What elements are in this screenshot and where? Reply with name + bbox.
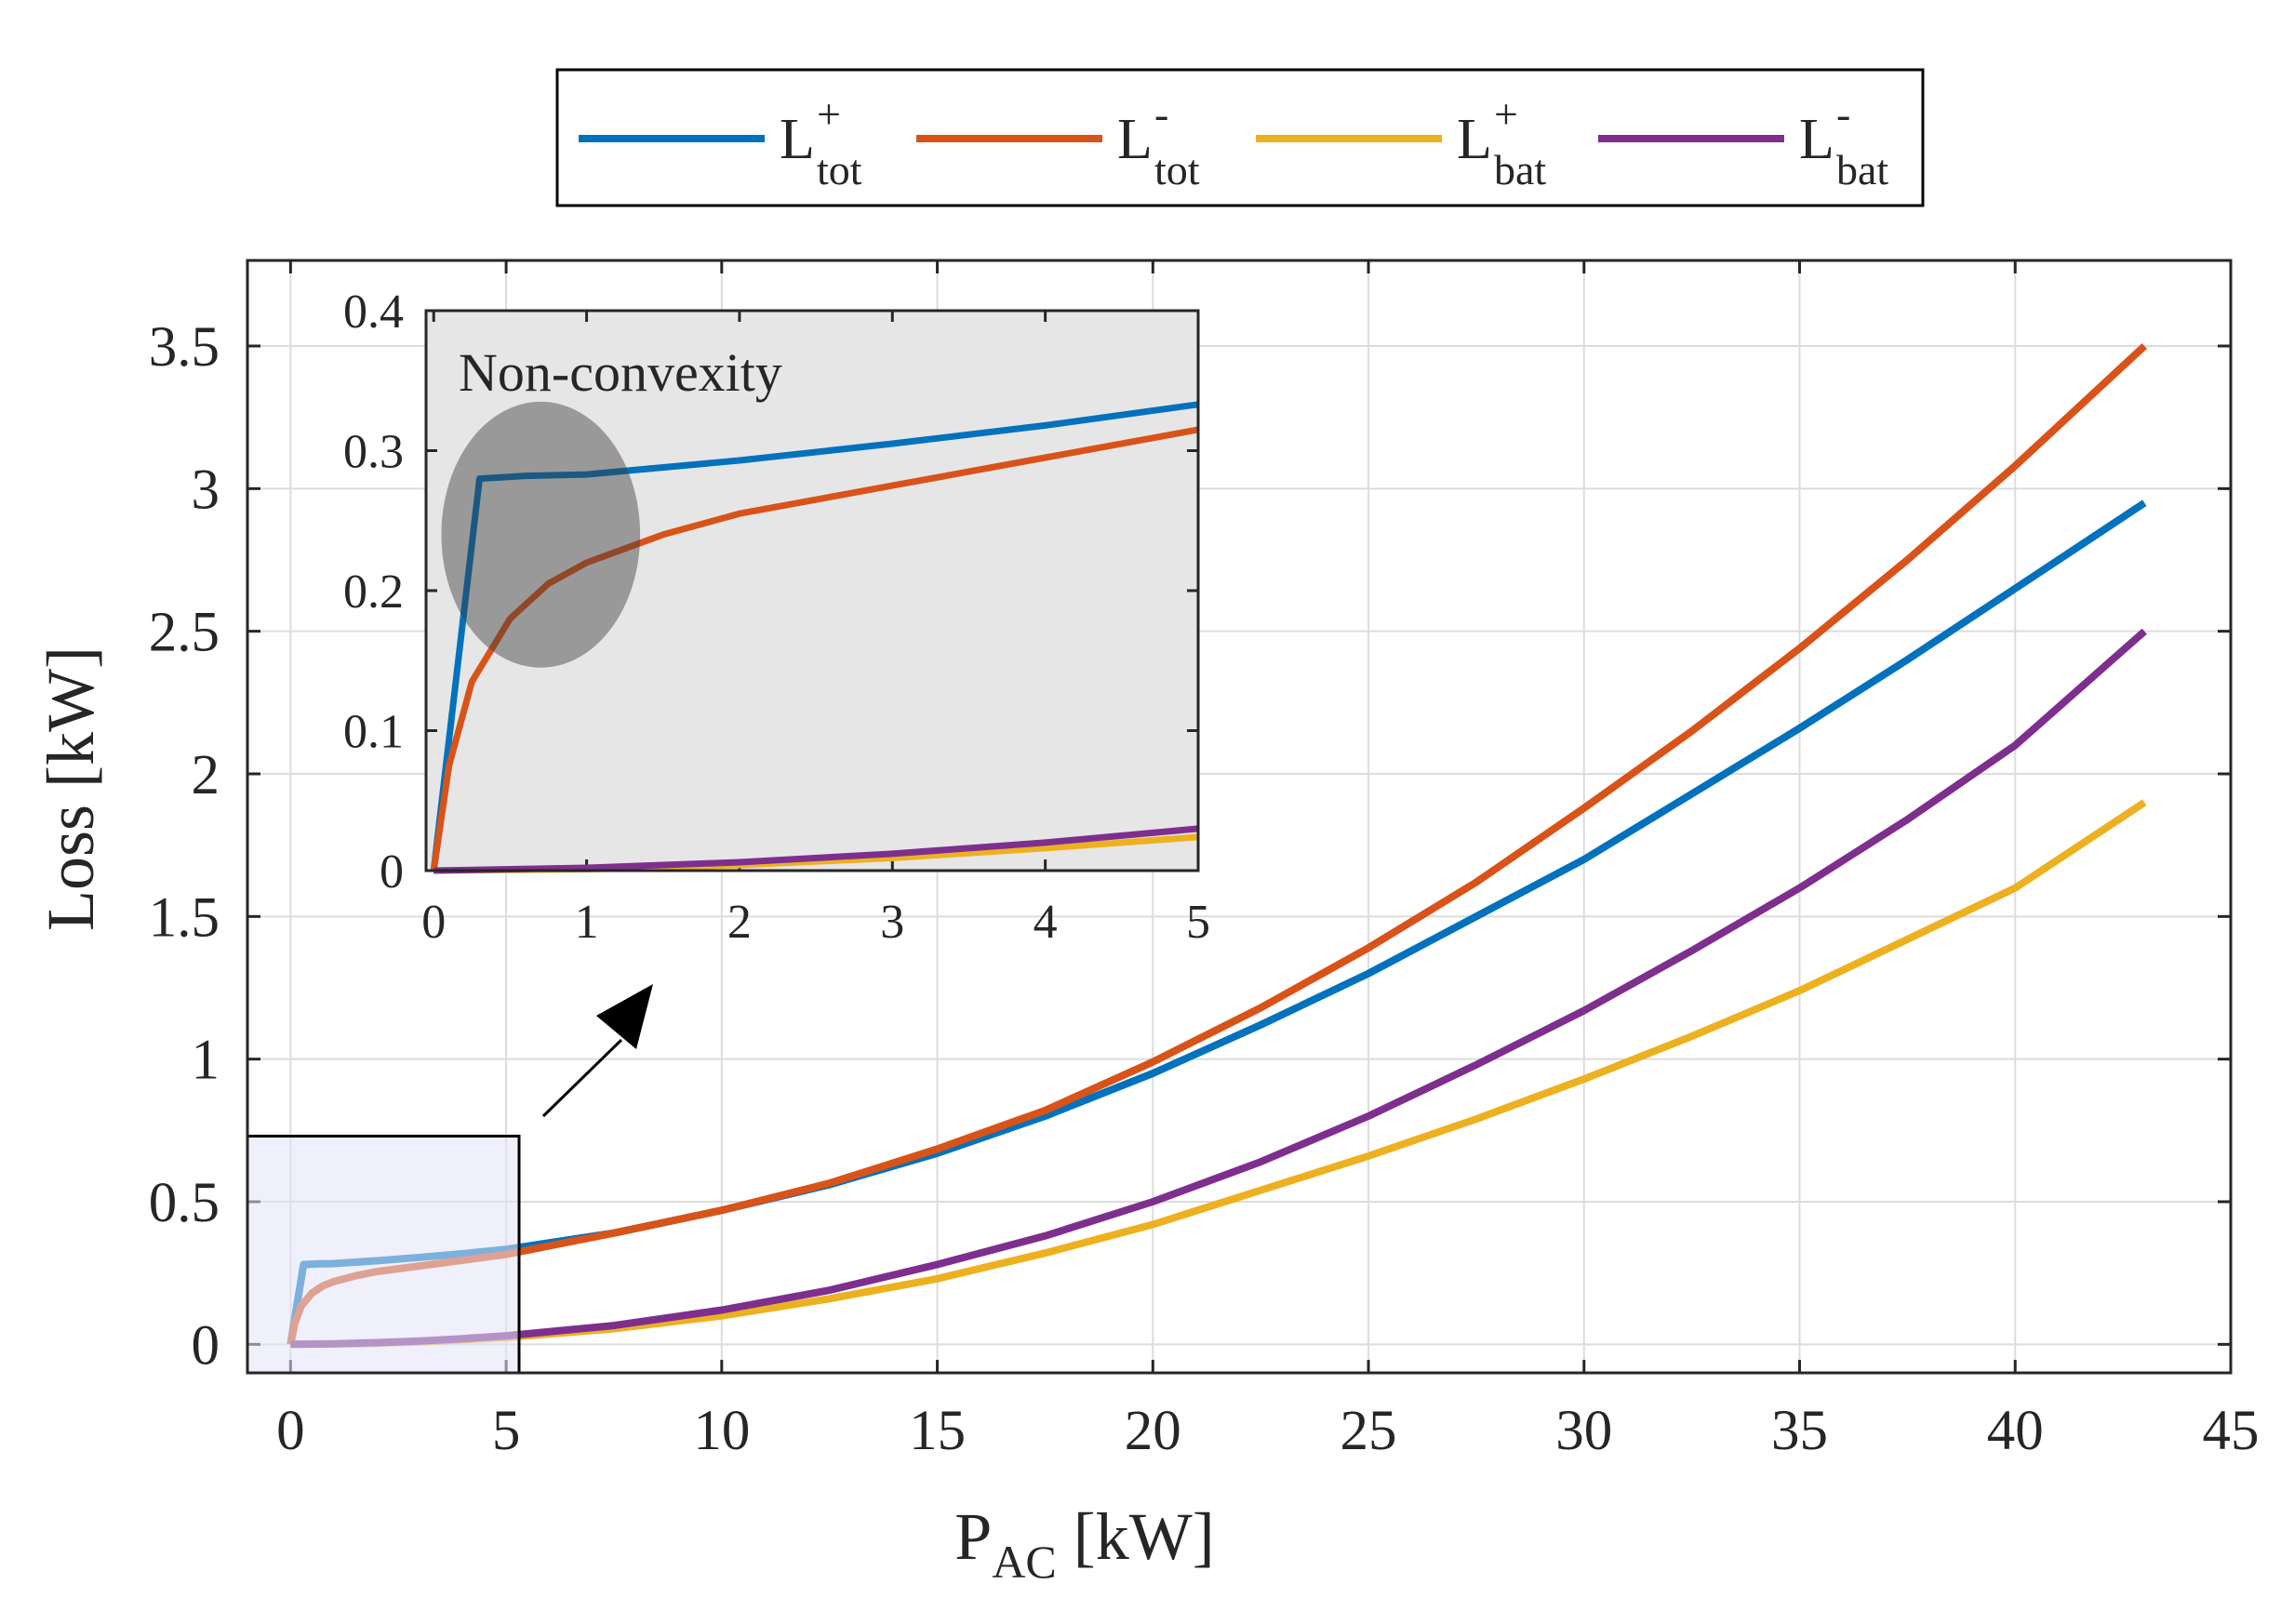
- zoom-arrow: [541, 984, 653, 1118]
- inset-x-tick-label: 0: [421, 896, 446, 949]
- inset-x-tick-label: 1: [575, 896, 599, 949]
- x-axis-title-main: P: [954, 1499, 992, 1574]
- x-tick-label: 25: [1340, 1400, 1397, 1462]
- legend-label-sup: -: [1154, 90, 1168, 138]
- legend-label-sup: +: [1494, 90, 1518, 138]
- x-tick-label: 0: [276, 1400, 305, 1462]
- inset-y-tick-label: 0.2: [343, 566, 404, 619]
- inset-x-tick-label: 2: [727, 896, 752, 949]
- inset-plot-area: [426, 311, 1198, 871]
- legend-label: L: [780, 108, 815, 171]
- legend-label: L: [1799, 108, 1834, 171]
- legend-label: L: [1117, 108, 1153, 171]
- inset-x-tick-label: 5: [1186, 896, 1210, 949]
- y-tick-label: 2: [192, 744, 220, 806]
- inset-y-tick-label: 0.3: [343, 426, 404, 479]
- y-tick-label: 0.5: [149, 1172, 220, 1234]
- legend-label-sub: tot: [817, 146, 862, 193]
- x-tick-label: 10: [693, 1400, 750, 1462]
- legend-label: L: [1457, 108, 1492, 171]
- inset-y-tick-label: 0.1: [343, 706, 404, 759]
- x-tick-label: 35: [1771, 1400, 1828, 1462]
- non-convexity-annotation: Non-convexity: [459, 342, 782, 403]
- y-tick-label: 1.5: [149, 886, 220, 949]
- inset-axes-box: [424, 309, 1200, 872]
- zoom-region-highlight: [246, 1134, 521, 1375]
- legend-label-sup: +: [817, 90, 841, 138]
- y-axis-title: Loss [kW]: [33, 646, 108, 931]
- non-convexity-highlight: [441, 401, 641, 668]
- x-axis-title-unit: [kW]: [1074, 1499, 1215, 1574]
- x-tick-label: 15: [909, 1400, 966, 1462]
- x-tick-label: 40: [1987, 1400, 2044, 1462]
- y-tick-label: 3.5: [149, 316, 220, 379]
- inset-y-tick-label: 0: [380, 845, 404, 899]
- legend-label-sub: bat: [1836, 146, 1888, 193]
- legend: L +tot L -tot L +bat L -bat: [555, 68, 1925, 207]
- x-tick-label: 5: [492, 1400, 521, 1462]
- y-tick-label: 1: [192, 1030, 220, 1092]
- x-axis-title: PAC [kW]: [954, 1499, 1214, 1588]
- legend-label-sub: bat: [1494, 146, 1546, 193]
- x-axis-title-sub: AC: [992, 1536, 1056, 1588]
- legend-entry-L_bat^+: L + bat: [1256, 90, 1546, 193]
- legend-entry-L_tot^+: L + tot: [579, 90, 862, 193]
- main-axes-box: [246, 259, 2233, 1375]
- x-tick-label: 20: [1125, 1400, 1181, 1462]
- y-tick-label: 2.5: [149, 602, 220, 664]
- inset-axes: 0 1 2 3 4 5 0 0.1 0.2 0.3 0.4 Non-convexity: [343, 286, 1210, 949]
- inset-x-tick-label: 4: [1034, 896, 1058, 949]
- legend-label-sub: tot: [1154, 146, 1200, 193]
- legend-entry-L_bat^-: L - bat: [1598, 90, 1888, 193]
- y-tick-label: 0: [192, 1314, 220, 1377]
- inset-x-tick-label: 3: [880, 896, 904, 949]
- x-tick-label: 30: [1555, 1400, 1612, 1462]
- inset-series-line-L_tot^-: [430, 426, 1199, 872]
- legend-entry-L_tot^-: L - tot: [916, 90, 1200, 193]
- inset-series-line-L_bat^-: [433, 825, 1199, 874]
- y-tick-label: 3: [192, 459, 220, 521]
- inset-series-line-L_tot^+: [430, 401, 1199, 872]
- inset-y-tick-label: 0.4: [343, 286, 404, 339]
- legend-label-sup: -: [1836, 90, 1850, 138]
- x-tick-label: 45: [2203, 1400, 2260, 1462]
